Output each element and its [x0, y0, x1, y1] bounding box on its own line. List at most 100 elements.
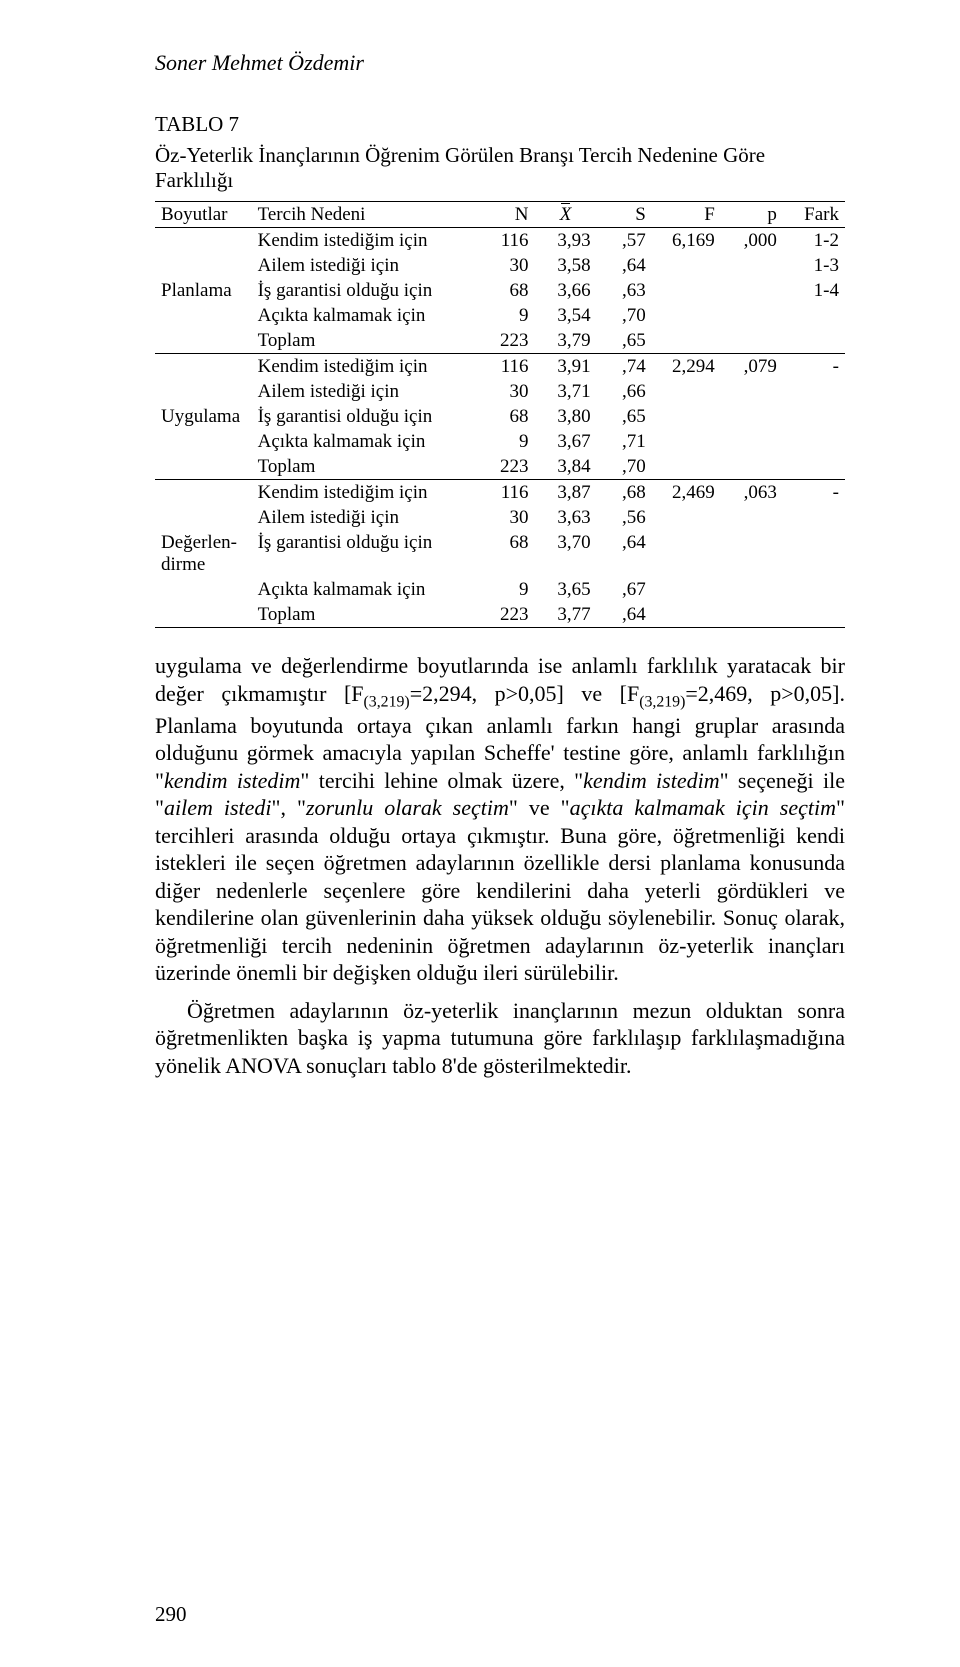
- table-cell: Toplam: [252, 454, 480, 480]
- table-cell: Toplam: [252, 602, 480, 628]
- table-cell: -: [783, 480, 845, 506]
- table-label: TABLO 7: [155, 112, 845, 137]
- author-name: Soner Mehmet Özdemir: [155, 50, 845, 76]
- col-n: N: [479, 202, 534, 228]
- table-cell: 3,84: [534, 454, 596, 480]
- table-cell: ,64: [597, 602, 652, 628]
- table-cell: [783, 577, 845, 602]
- table-cell: [652, 454, 721, 480]
- table-cell: [721, 577, 783, 602]
- table-cell: ,70: [597, 303, 652, 328]
- table-row: Kendim istediğim için1163,87,682,469,063…: [155, 480, 845, 506]
- table-cell: 30: [479, 505, 534, 530]
- table-cell: 6,169: [652, 228, 721, 254]
- body-text: uygulama ve değerlendirme boyutlarında i…: [155, 652, 845, 1079]
- table-cell: -: [783, 354, 845, 380]
- table-row: Değerlen-dirmeİş garantisi olduğu için68…: [155, 530, 845, 577]
- table-cell: 3,66: [534, 278, 596, 303]
- table-cell: Kendim istediğim için: [252, 354, 480, 380]
- table-cell: 2,469: [652, 480, 721, 506]
- boyut-cell: [155, 228, 252, 254]
- table-cell: 3,58: [534, 253, 596, 278]
- boyut-cell: [155, 602, 252, 628]
- table-caption: Öz-Yeterlik İnançlarının Öğrenim Görülen…: [155, 143, 845, 193]
- table-row: Kendim istediğim için1163,91,742,294,079…: [155, 354, 845, 380]
- table-cell: [721, 602, 783, 628]
- table-cell: ,71: [597, 429, 652, 454]
- table-cell: 3,79: [534, 328, 596, 354]
- col-fark: Fark: [783, 202, 845, 228]
- table-cell: ,74: [597, 354, 652, 380]
- boyut-cell: [155, 505, 252, 530]
- table-cell: [652, 328, 721, 354]
- table-cell: [783, 454, 845, 480]
- table-cell: 9: [479, 303, 534, 328]
- table-cell: 68: [479, 278, 534, 303]
- table-cell: ,000: [721, 228, 783, 254]
- table-cell: 223: [479, 602, 534, 628]
- table-cell: 3,91: [534, 354, 596, 380]
- table-cell: İş garantisi olduğu için: [252, 404, 480, 429]
- table-cell: 116: [479, 480, 534, 506]
- table-cell: [783, 530, 845, 577]
- table-cell: ,64: [597, 530, 652, 577]
- table-cell: Toplam: [252, 328, 480, 354]
- table-cell: 3,67: [534, 429, 596, 454]
- table-cell: [721, 328, 783, 354]
- table-cell: 1-2: [783, 228, 845, 254]
- table-cell: Kendim istediğim için: [252, 480, 480, 506]
- table-cell: 3,54: [534, 303, 596, 328]
- table-cell: [783, 429, 845, 454]
- table-cell: 68: [479, 530, 534, 577]
- col-boyutlar: Boyutlar: [155, 202, 252, 228]
- table-cell: Kendim istediğim için: [252, 228, 480, 254]
- table-header-row: Boyutlar Tercih Nedeni N X S F p Fark: [155, 202, 845, 228]
- table-cell: [783, 505, 845, 530]
- table-cell: 3,70: [534, 530, 596, 577]
- table-cell: ,68: [597, 480, 652, 506]
- boyut-cell: [155, 577, 252, 602]
- table-cell: [783, 404, 845, 429]
- table-cell: [721, 404, 783, 429]
- boyut-cell: Planlama: [155, 278, 252, 303]
- table-cell: [652, 577, 721, 602]
- table-row: Uygulamaİş garantisi olduğu için683,80,6…: [155, 404, 845, 429]
- table-cell: 68: [479, 404, 534, 429]
- table-cell: [652, 253, 721, 278]
- table-cell: 30: [479, 253, 534, 278]
- table-cell: 1-4: [783, 278, 845, 303]
- table-cell: [721, 454, 783, 480]
- table-cell: 223: [479, 454, 534, 480]
- table-cell: 3,80: [534, 404, 596, 429]
- table-row: Açıkta kalmamak için93,65,67: [155, 577, 845, 602]
- table-row: Toplam2233,77,64: [155, 602, 845, 628]
- table-row: Ailem istediği için303,63,56: [155, 505, 845, 530]
- table-cell: [783, 602, 845, 628]
- boyut-cell: [155, 354, 252, 380]
- table-cell: 116: [479, 228, 534, 254]
- paragraph-2: Öğretmen adaylarının öz-yeterlik inançla…: [155, 997, 845, 1080]
- table-cell: ,64: [597, 253, 652, 278]
- table-cell: [721, 379, 783, 404]
- table-cell: Açıkta kalmamak için: [252, 429, 480, 454]
- table-cell: Açıkta kalmamak için: [252, 303, 480, 328]
- table-cell: ,65: [597, 328, 652, 354]
- table-cell: [721, 303, 783, 328]
- table-cell: ,67: [597, 577, 652, 602]
- table-cell: 3,63: [534, 505, 596, 530]
- table-cell: [721, 429, 783, 454]
- table-cell: Açıkta kalmamak için: [252, 577, 480, 602]
- col-p: p: [721, 202, 783, 228]
- table-cell: 3,93: [534, 228, 596, 254]
- col-f: F: [652, 202, 721, 228]
- table-cell: 3,87: [534, 480, 596, 506]
- table-cell: ,65: [597, 404, 652, 429]
- table-cell: ,063: [721, 480, 783, 506]
- table-cell: [652, 602, 721, 628]
- table-cell: [652, 278, 721, 303]
- table-cell: ,56: [597, 505, 652, 530]
- table-row: Açıkta kalmamak için93,54,70: [155, 303, 845, 328]
- boyut-cell: [155, 429, 252, 454]
- table-cell: ,079: [721, 354, 783, 380]
- table-cell: İş garantisi olduğu için: [252, 278, 480, 303]
